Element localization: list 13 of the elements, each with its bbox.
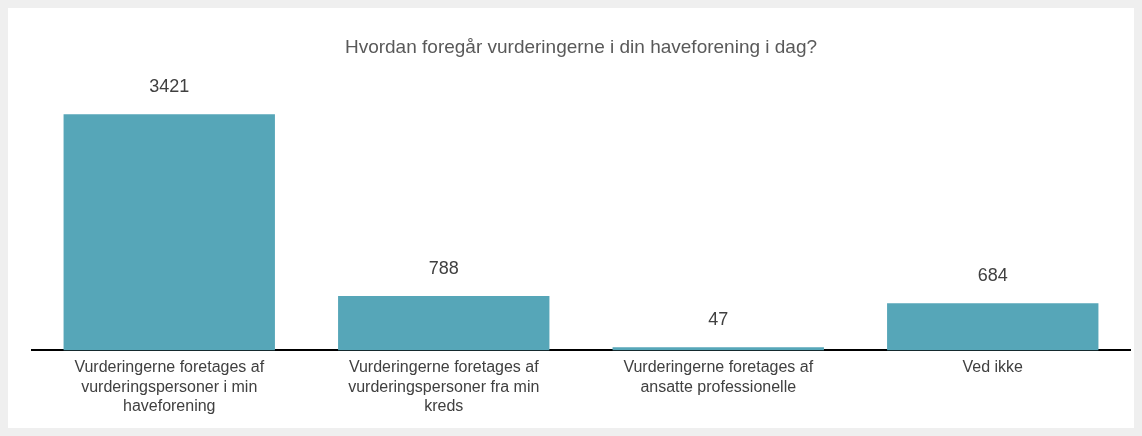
bar xyxy=(887,303,1099,351)
x-tick-label: Vurderingerne foretages af vurderingspersoner fra min kreds xyxy=(348,358,540,414)
bar xyxy=(338,296,550,351)
data-label: 684 xyxy=(977,265,1008,286)
bar xyxy=(63,114,275,351)
x-tick-label: Vurderingerne foretages af vurderingspersoner i min haveforening xyxy=(74,358,265,414)
bar xyxy=(612,347,824,351)
data-label: 788 xyxy=(428,257,459,278)
x-tick-label: Ved ikke xyxy=(962,358,1024,376)
data-label: 47 xyxy=(708,309,729,330)
x-tick-label: Vurderingerne foretages af ansatte professionelle xyxy=(623,358,814,395)
chart-title: Hvordan foregår vurderingerne i din haveforening i dag? xyxy=(344,35,818,57)
data-label: 3421 xyxy=(149,76,190,97)
